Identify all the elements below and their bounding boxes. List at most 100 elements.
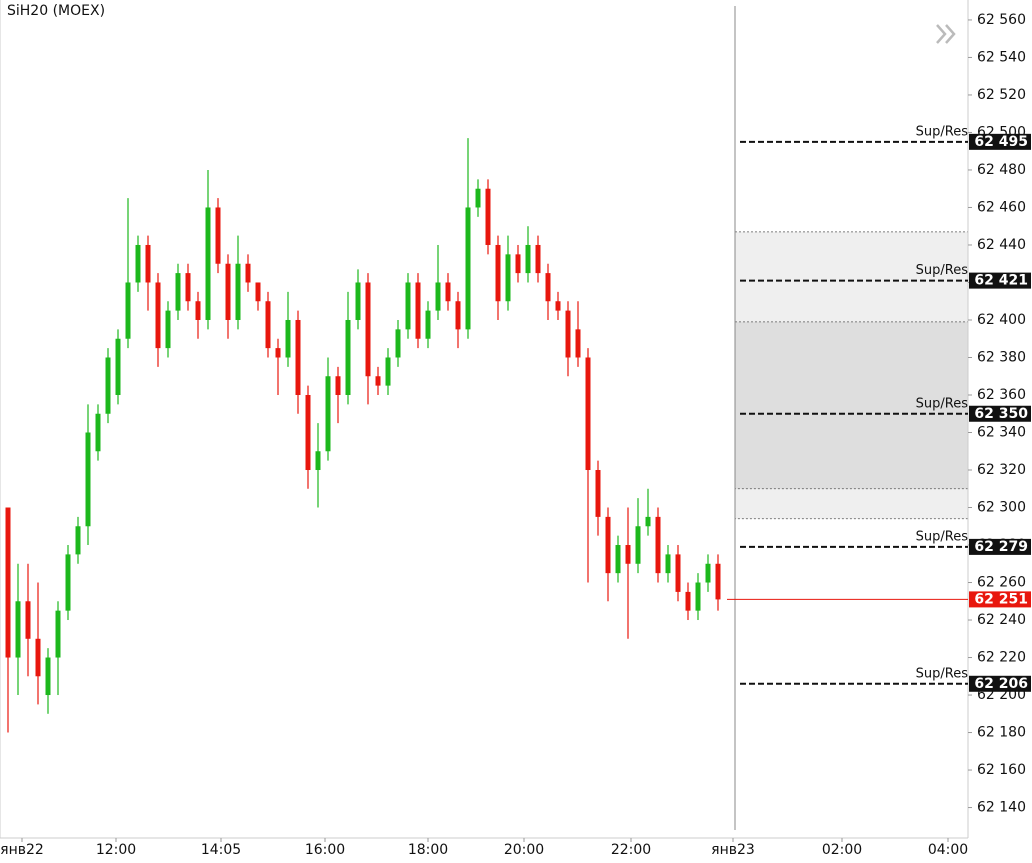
y-tick-label: 62 300 (977, 500, 1026, 516)
candle-body (5, 507, 11, 658)
candle-body (325, 376, 331, 452)
candle-body (715, 563, 721, 600)
x-tick-label: 04:00 (928, 842, 968, 858)
y-tick-label: 62 440 (977, 237, 1026, 253)
candle-body (215, 207, 221, 264)
candle-body (465, 207, 471, 330)
last-price-label: 62 251 (974, 591, 1028, 607)
candle-body (185, 273, 191, 302)
candle-body (685, 591, 691, 611)
candle-body (625, 545, 631, 564)
candle-body (255, 282, 261, 302)
candle-body (95, 413, 101, 452)
candle-body (575, 329, 581, 358)
candle-body (85, 432, 91, 527)
sup-res-name: Sup/Res (916, 666, 969, 681)
candle-body (555, 301, 561, 311)
candle-body (165, 310, 171, 349)
price-box (969, 405, 1031, 422)
price-box (969, 272, 1031, 289)
candle-body (495, 244, 501, 302)
price-box (969, 538, 1031, 555)
candle-body (605, 516, 611, 574)
candle-body (345, 319, 351, 395)
candle-body (695, 582, 701, 611)
x-tick-label: 18:00 (408, 842, 448, 858)
candle-body (525, 244, 531, 274)
y-tick-label: 62 180 (977, 725, 1026, 741)
candle-body (405, 282, 411, 330)
candle-body (295, 319, 301, 395)
candle-body (665, 554, 671, 574)
candle-body (485, 188, 491, 245)
candle-body (635, 526, 641, 564)
y-tick-label: 62 380 (977, 349, 1026, 365)
candle-body (445, 282, 451, 302)
price-label: 62 206 (974, 676, 1028, 692)
scroll-right-button[interactable] (936, 24, 956, 44)
candle-body (585, 357, 591, 471)
y-tick-label: 62 260 (977, 575, 1026, 591)
candle-body (655, 516, 661, 574)
y-tick-label: 62 480 (977, 162, 1026, 178)
y-tick-label: 62 160 (977, 762, 1026, 778)
candle-body (45, 657, 51, 696)
candle-body (435, 282, 441, 311)
sup-res-name: Sup/Res (916, 529, 969, 544)
chart-title: SiH20 (MOEX) (7, 3, 105, 19)
candle-body (615, 545, 621, 574)
y-tick-label: 62 140 (977, 800, 1026, 816)
y-tick-label: 62 520 (977, 87, 1026, 103)
y-tick-label: 62 340 (977, 425, 1026, 441)
sup-res-name: Sup/Res (916, 263, 969, 278)
candle-body (415, 282, 421, 339)
candle-body (145, 244, 151, 283)
x-tick-label: 20:00 (504, 842, 544, 858)
candle-body (565, 310, 571, 358)
x-tick-label: 02:00 (822, 842, 862, 858)
candle-body (275, 348, 281, 358)
candle-body (75, 526, 81, 555)
candle-body (65, 554, 71, 611)
candle-body (675, 554, 681, 592)
x-tick-label: янв22 (0, 842, 44, 858)
y-tick-label: 62 460 (977, 199, 1026, 215)
y-tick-label: 62 360 (977, 387, 1026, 403)
x-tick-label: 16:00 (305, 842, 345, 858)
candle-body (385, 357, 391, 386)
price-label: 62 350 (974, 406, 1028, 422)
candle-body (155, 282, 161, 349)
y-tick-label: 62 540 (977, 49, 1026, 65)
last-price-box (969, 591, 1031, 608)
price-box (969, 133, 1031, 150)
price-box (969, 675, 1031, 692)
candle-body (115, 338, 121, 395)
sup-res-name: Sup/Res (916, 124, 969, 139)
candle-body (315, 451, 321, 471)
candle-body (645, 516, 651, 527)
candle-body (15, 601, 21, 658)
x-tick-label: 22:00 (611, 842, 651, 858)
price-label: 62 421 (974, 273, 1028, 289)
x-tick-label: янв23 (711, 842, 755, 858)
sup-res-name: Sup/Res (916, 396, 969, 411)
zone (734, 321, 969, 490)
y-tick-label: 62 320 (977, 462, 1026, 478)
candle-body (245, 263, 251, 283)
y-tick-label: 62 240 (977, 612, 1026, 628)
candle-body (395, 329, 401, 358)
candle-body (425, 310, 431, 339)
y-tick-label: 62 560 (977, 12, 1026, 28)
candle-body (475, 188, 481, 208)
candle-body (455, 301, 461, 330)
candle-body (235, 263, 241, 320)
candle-body (705, 563, 711, 583)
candle-body (125, 282, 131, 339)
candle-body (225, 263, 231, 320)
candle-body (205, 207, 211, 320)
candle-body (355, 282, 361, 320)
candle-body (545, 273, 551, 302)
candle-body (175, 273, 181, 311)
